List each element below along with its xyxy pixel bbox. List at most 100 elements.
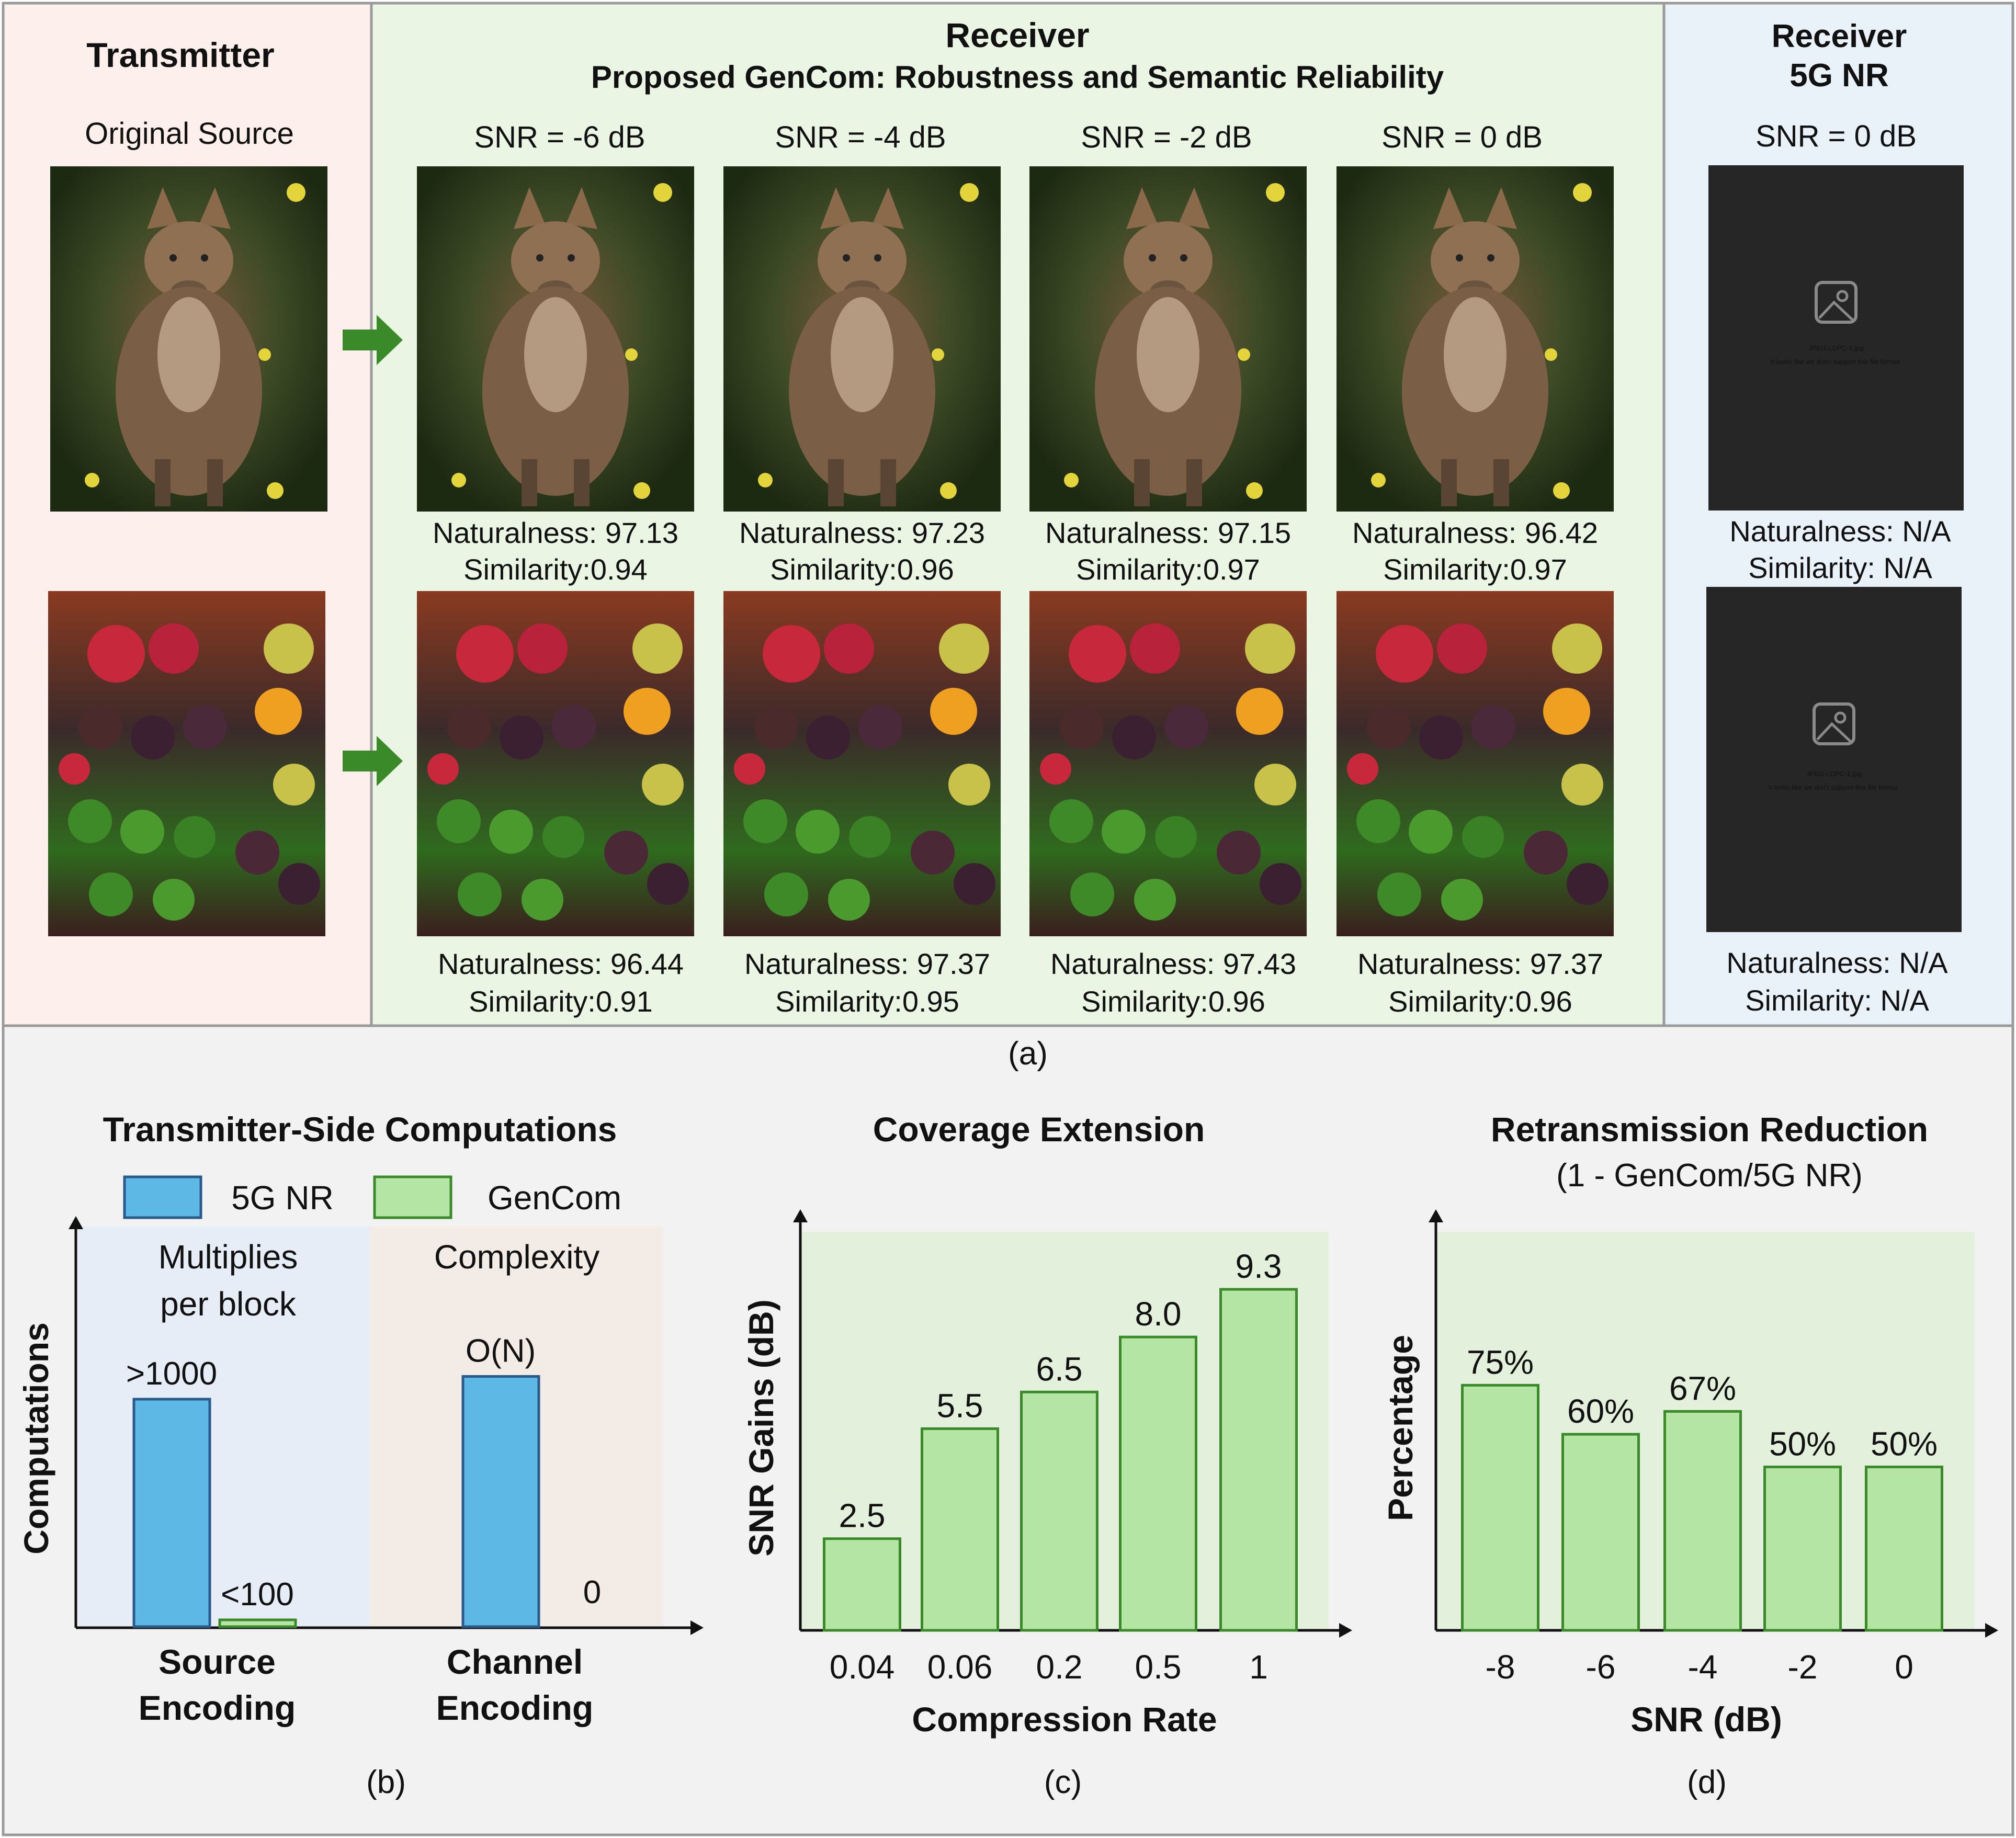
- naturalness-label: Naturalness: 97.23: [739, 516, 985, 549]
- reconstructed-image-coyote: [723, 166, 1001, 512]
- reconstructed-image-coyote: [1029, 166, 1307, 512]
- bar-value-label: 50%: [1871, 1425, 1938, 1463]
- legend-swatch: [373, 1175, 452, 1219]
- bar-value-label: O(N): [466, 1333, 536, 1369]
- chart-title: Transmitter-Side Computations: [103, 1110, 617, 1149]
- caption-b: (b): [366, 1764, 406, 1800]
- group-label: Encoding: [436, 1688, 594, 1727]
- receiver-subtitle: Proposed GenCom: Robustness and Semantic…: [591, 60, 1444, 95]
- reconstructed-image-fruits: [723, 591, 1001, 936]
- bar: [1219, 1288, 1298, 1632]
- bar: [1020, 1390, 1098, 1632]
- similarity-label: Similarity:0.91: [469, 985, 653, 1018]
- y-axis-arrow: [69, 1216, 83, 1229]
- reconstructed-image-coyote: [1337, 166, 1614, 512]
- arrow-right-icon: [343, 736, 403, 786]
- bar: [1561, 1433, 1640, 1632]
- group-label: Encoding: [139, 1688, 296, 1727]
- snr-column-label: SNR = -2 dB: [1081, 120, 1252, 154]
- transmitter-title: Transmitter: [86, 36, 274, 74]
- y-axis-arrow: [1429, 1209, 1443, 1222]
- bar-value-label: 67%: [1669, 1369, 1736, 1407]
- reconstructed-image-coyote: [417, 166, 694, 512]
- x-tick-label: 0.04: [830, 1648, 895, 1686]
- x-axis-arrow: [690, 1620, 704, 1635]
- similarity-label: Similarity:0.97: [1076, 553, 1260, 586]
- bar: [1865, 1466, 1943, 1632]
- y-axis-label: Computations: [17, 1322, 55, 1555]
- panel-c-coverage-extension: Coverage Extension SNR Gains (dB) Compress…: [742, 1110, 1352, 1800]
- bar-value-label: 8.0: [1135, 1295, 1182, 1333]
- y-axis-label: Percentage: [1381, 1335, 1420, 1521]
- similarity-label: Similarity:0.95: [775, 985, 959, 1018]
- bar: [1663, 1410, 1742, 1632]
- x-tick-label: 0.2: [1036, 1648, 1083, 1686]
- snr-column-label: SNR = -4 dB: [775, 120, 946, 154]
- source-image-fruits: [48, 591, 325, 936]
- x-tick-label: -2: [1788, 1648, 1818, 1686]
- arrow-right-icon: [343, 315, 403, 365]
- panel-d-retransmission-reduction: Retransmission Reduction (1 - GenCom/5G N…: [1381, 1110, 1998, 1800]
- group-label: Channel: [447, 1642, 583, 1681]
- chart-caption: (d): [1687, 1764, 1727, 1800]
- group-label: Source: [158, 1642, 276, 1681]
- group-header: Multiplies: [158, 1238, 298, 1276]
- chart-title: Retransmission Reduction: [1491, 1110, 1928, 1149]
- bar-value-label: <100: [221, 1576, 294, 1613]
- x-tick-label: 0.06: [927, 1648, 993, 1686]
- broken-file-message: It looks like we don't support this file…: [1768, 784, 1899, 791]
- source-image-coyote: [50, 166, 327, 512]
- naturalness-label: Naturalness: 96.42: [1352, 516, 1598, 549]
- naturalness-label: Naturalness: 97.13: [433, 516, 678, 549]
- naturalness-label: Naturalness: 97.43: [1050, 947, 1296, 980]
- nr-snr-label: SNR = 0 dB: [1755, 119, 1917, 153]
- broken-file-name: JPEG-LDPC-1.jpg: [1808, 344, 1863, 352]
- group-header: Complexity: [434, 1238, 600, 1276]
- nr-similarity-1: Similarity: N/A: [1748, 551, 1932, 584]
- nr-title-line1: Receiver: [1772, 18, 1907, 54]
- receiver-title: Receiver: [945, 16, 1089, 54]
- bar: [1119, 1335, 1197, 1632]
- x-tick-label: -6: [1586, 1648, 1616, 1686]
- legend-label: GenCom: [488, 1179, 621, 1217]
- bar: [218, 1618, 297, 1628]
- similarity-label: Similarity:0.94: [463, 553, 648, 586]
- original-source-label: Original Source: [85, 117, 294, 151]
- group-header: per block: [160, 1285, 297, 1323]
- bar: [461, 1375, 540, 1628]
- chart-subtitle: (1 - GenCom/5G NR): [1556, 1158, 1863, 1194]
- x-axis-label: Compression Rate: [912, 1700, 1217, 1739]
- naturalness-label: Naturalness: 97.15: [1045, 516, 1291, 549]
- x-tick-label: 1: [1249, 1648, 1268, 1686]
- nr-title-line2: 5G NR: [1790, 58, 1888, 94]
- snr-column-label: SNR = 0 dB: [1381, 120, 1543, 154]
- y-axis-label: SNR Gains (dB): [742, 1299, 780, 1556]
- legend-swatch: [123, 1175, 202, 1219]
- bar: [1461, 1383, 1539, 1632]
- x-tick-label: 0: [1895, 1648, 1913, 1686]
- legend-label: 5G NR: [231, 1179, 334, 1217]
- naturalness-label: Naturalness: 96.44: [438, 947, 684, 980]
- chart-title: Coverage Extension: [873, 1110, 1205, 1149]
- reconstructed-image-fruits: [417, 591, 694, 936]
- nr-naturalness-2: Naturalness: N/A: [1726, 946, 1948, 979]
- nr-naturalness-1: Naturalness: N/A: [1729, 515, 1951, 548]
- snr-columns: SNR = -6 dB Naturalness: 97.13 Similarity:…: [417, 120, 1614, 1018]
- bar: [823, 1537, 901, 1632]
- x-axis-arrow: [1985, 1623, 1998, 1638]
- similarity-label: Similarity:0.96: [1388, 985, 1572, 1018]
- caption-a: (a): [1008, 1036, 1048, 1072]
- reconstructed-image-fruits: [1337, 591, 1614, 936]
- bar-value-label: 5.5: [937, 1387, 983, 1424]
- x-tick-label: -4: [1688, 1648, 1718, 1686]
- bar-value-label: 6.5: [1036, 1350, 1083, 1388]
- bar: [132, 1398, 211, 1628]
- broken-file-name: JPEG-LDPC-1.jpg: [1806, 770, 1861, 778]
- snr-column-label: SNR = -6 dB: [474, 120, 645, 154]
- broken-image-placeholder: [1706, 587, 1962, 932]
- group-background: [78, 1227, 370, 1627]
- broken-file-message: It looks like we don't support this file…: [1770, 358, 1901, 366]
- chart-caption: (c): [1044, 1764, 1082, 1800]
- x-tick-label: -8: [1486, 1648, 1515, 1686]
